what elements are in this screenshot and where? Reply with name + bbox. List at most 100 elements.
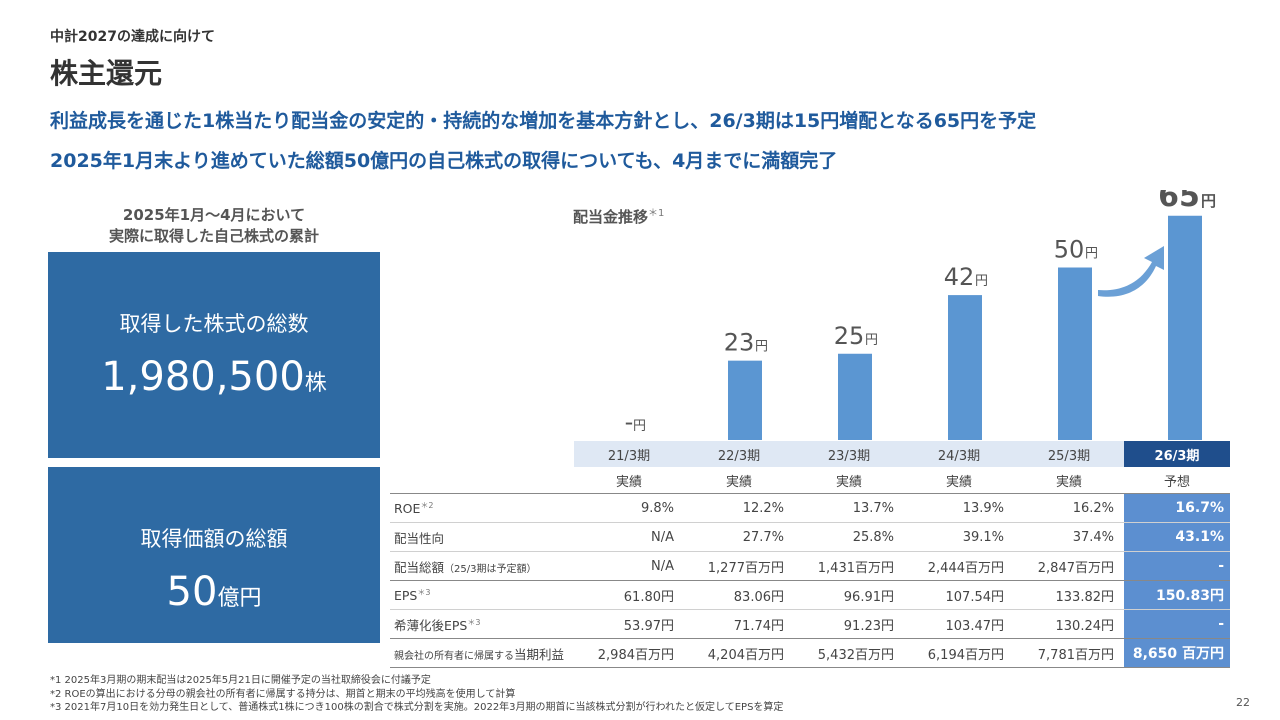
table-cell: 2,984百万円 bbox=[574, 638, 684, 668]
acquisition-amount-label: 取得価額の総額 bbox=[140, 527, 288, 551]
table-cell: - bbox=[1124, 551, 1230, 581]
bar-unit-label: 円 bbox=[865, 333, 878, 348]
row-label-cell: 配当性向 bbox=[390, 522, 574, 552]
table-cell: 53.97円 bbox=[574, 609, 684, 639]
period-status: 実績 bbox=[835, 474, 862, 490]
table-row: EPS＊3 61.80円 83.06円 96.91円 107.54円 133.82円 150… bbox=[390, 580, 1230, 610]
table-row: 親会社の所有者に帰属する当期利益 2,984百万円 4,204百万円 5,432百万円… bbox=[390, 638, 1230, 668]
row-label: 希薄化後EPS bbox=[394, 617, 468, 633]
period-status: 実績 bbox=[615, 474, 642, 490]
table-cell: 7,781百万円 bbox=[1014, 638, 1124, 668]
bar-23/3期 bbox=[838, 353, 872, 440]
table-cell: 9.8% bbox=[574, 493, 684, 523]
shares-acquired-value-line: 1,980,500株 bbox=[48, 354, 380, 400]
table-cell: 16.2% bbox=[1014, 493, 1124, 523]
table-cell: 130.24円 bbox=[1014, 609, 1124, 639]
arrow-shape bbox=[1098, 246, 1164, 297]
table-cell: 37.4% bbox=[1014, 522, 1124, 552]
footnote-3: *3 2021年7月10日を効力発生日として、普通株式1株につき100株の割合で… bbox=[50, 702, 784, 713]
table-row: 配当性向 N/A 27.7% 25.8% 39.1% 37.4% 43.1% bbox=[390, 522, 1230, 552]
financial-table: 21/3期 22/3期 23/3期 24/3期 25/3期 26/3期 実績 実績 実績 実績 実績… bbox=[390, 441, 1230, 668]
table-cell: 13.9% bbox=[904, 493, 1014, 523]
shares-acquired-card: 取得した株式の総数 1,980,500株 bbox=[48, 252, 380, 458]
headline-buyback: 2025年1月末より進めていた総額50億円の自己株式の取得についても、4月までに… bbox=[50, 150, 838, 172]
bar-value-label: 23 bbox=[724, 329, 755, 357]
period-header: 23/3期 bbox=[794, 441, 904, 467]
table-cell: 25.8% bbox=[794, 522, 904, 552]
row-label-cell: 希薄化後EPS＊3 bbox=[390, 609, 574, 639]
bar-value-label: 50 bbox=[1054, 236, 1085, 264]
period-header: 24/3期 bbox=[904, 441, 1014, 467]
table-cell: 1,277百万円 bbox=[684, 551, 794, 581]
table-cell: 43.1% bbox=[1124, 522, 1230, 552]
period-status: 実績 bbox=[945, 474, 972, 490]
page-number: 22 bbox=[1236, 696, 1250, 709]
row-label: 当期利益 bbox=[514, 646, 565, 662]
table-cell: 12.2% bbox=[684, 493, 794, 523]
bar-value-label: - bbox=[625, 408, 634, 436]
table-cell: 27.7% bbox=[684, 522, 794, 552]
table-cell: 83.06円 bbox=[684, 580, 794, 610]
acquisition-amount-card: 取得価額の総額 50億円 bbox=[48, 467, 380, 643]
row-label-cell: 配当総額（25/3期は予定額） bbox=[390, 551, 574, 581]
page-title: 株主還元 bbox=[50, 57, 163, 90]
row-label: 配当性向 bbox=[394, 530, 445, 546]
table-cell: N/A bbox=[574, 522, 684, 552]
shares-acquired-value: 1,980,500 bbox=[101, 354, 305, 400]
acquisition-amount-value-line: 50億円 bbox=[48, 569, 380, 615]
row-label: ROE bbox=[394, 501, 421, 517]
period-status: 予想 bbox=[1124, 467, 1230, 494]
bar-unit-label: 円 bbox=[975, 274, 988, 289]
row-label: EPS bbox=[394, 588, 418, 604]
table-cell: 13.7% bbox=[794, 493, 904, 523]
acquisition-amount-value: 50 bbox=[166, 569, 218, 615]
table-cell: 39.1% bbox=[904, 522, 1014, 552]
shares-acquired-unit: 株 bbox=[304, 371, 327, 396]
table-cell: 103.47円 bbox=[904, 609, 1014, 639]
bar-unit-label: 円 bbox=[755, 340, 768, 355]
period-status: 実績 bbox=[725, 474, 752, 490]
bar-value-label: 25 bbox=[834, 322, 865, 350]
bar-25/3期 bbox=[1058, 267, 1092, 440]
chart-title-text: 配当金推移 bbox=[573, 208, 649, 226]
footnote-2: *2 ROEの算出における分母の親会社の所有者に帰属する持分は、期首と期末の平均… bbox=[50, 688, 516, 700]
row-label-note: ＊2 bbox=[420, 500, 434, 510]
bar-value-label: 65 bbox=[1158, 190, 1200, 214]
period-status: 実績 bbox=[1055, 474, 1082, 490]
table-corner bbox=[390, 441, 574, 467]
row-label: 配当総額 bbox=[394, 559, 445, 575]
shares-acquired-label: 取得した株式の総数 bbox=[119, 312, 309, 336]
row-label-cell: 親会社の所有者に帰属する当期利益 bbox=[390, 638, 574, 668]
table-cell: 8,650 百万円 bbox=[1124, 638, 1230, 668]
row-label-cell: EPS＊3 bbox=[390, 580, 574, 610]
table-cell: 133.82円 bbox=[1014, 580, 1124, 610]
period-header: 21/3期 bbox=[574, 441, 684, 467]
table-row: 希薄化後EPS＊3 53.97円 71.74円 91.23円 103.47円 130.24… bbox=[390, 609, 1230, 639]
buyback-heading-line2: 実際に取得した自己株式の累計 bbox=[108, 227, 319, 245]
row-label-note: （25/3期は予定額） bbox=[444, 563, 537, 575]
footnotes: *1 2025年3月期の期末配当は2025年5月21日に開催予定の当社取締役会に… bbox=[50, 674, 783, 715]
bar-value-label: 42 bbox=[944, 263, 975, 291]
table-cell: 107.54円 bbox=[904, 580, 1014, 610]
growth-arrow-icon bbox=[1098, 246, 1164, 297]
table-cell: N/A bbox=[574, 551, 684, 581]
table-cell: 2,847百万円 bbox=[1014, 551, 1124, 581]
table-cell: 91.23円 bbox=[794, 609, 904, 639]
table-cell: 2,444百万円 bbox=[904, 551, 1014, 581]
bar-22/3期 bbox=[728, 360, 762, 440]
table-cell: 96.91円 bbox=[794, 580, 904, 610]
table-cell: 5,432百万円 bbox=[794, 638, 904, 668]
table-cell: 61.80円 bbox=[574, 580, 684, 610]
bar-unit-label: 円 bbox=[1201, 192, 1216, 210]
table-cell: 16.7% bbox=[1124, 493, 1230, 523]
table-cell: 4,204百万円 bbox=[684, 638, 794, 668]
row-label-note: ＊3 bbox=[417, 587, 431, 597]
table-cell: 150.83円 bbox=[1124, 580, 1230, 610]
buyback-heading: 2025年1月～4月において 実際に取得した自己株式の累計 bbox=[48, 205, 380, 247]
buyback-heading-line1: 2025年1月～4月において bbox=[122, 206, 306, 224]
bar-24/3期 bbox=[948, 295, 982, 440]
period-header: 25/3期 bbox=[1014, 441, 1124, 467]
bar-unit-label: 円 bbox=[1085, 247, 1098, 262]
footnote-1: *1 2025年3月期の期末配当は2025年5月21日に開催予定の当社取締役会に… bbox=[50, 675, 431, 686]
table-cell: 6,194百万円 bbox=[904, 638, 1014, 668]
